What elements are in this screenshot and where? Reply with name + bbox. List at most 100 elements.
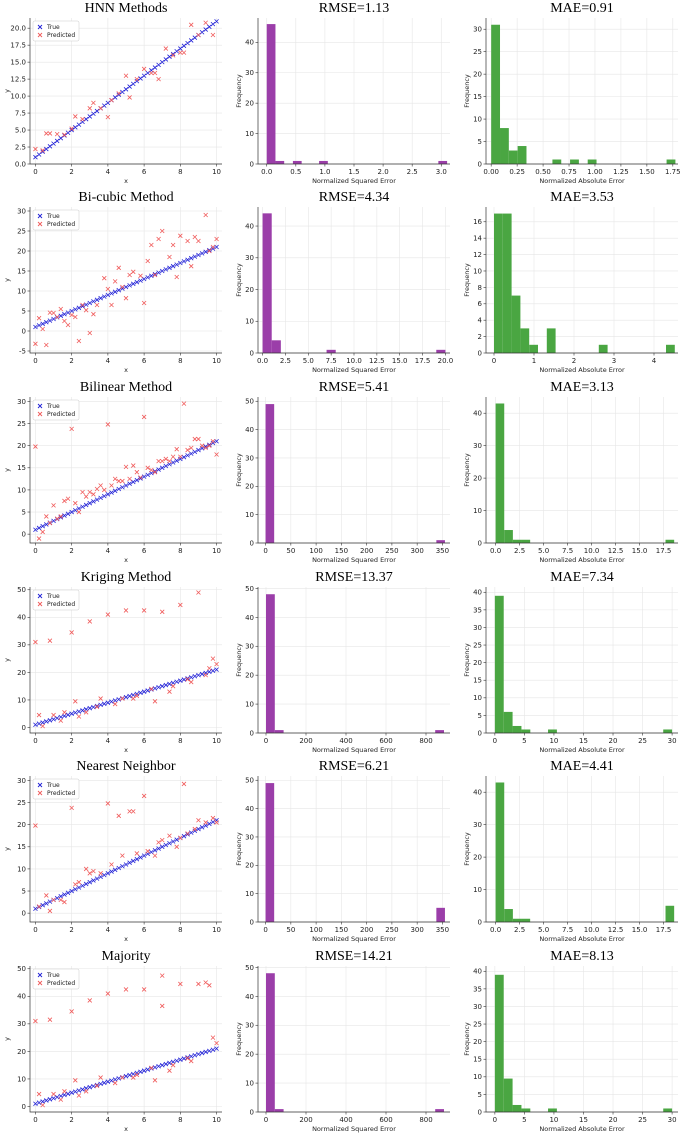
true-point bbox=[188, 830, 194, 835]
true-point bbox=[138, 1069, 143, 1075]
x-tick-label: 200 bbox=[360, 547, 373, 555]
y-tick-label: 30 bbox=[473, 442, 482, 450]
subplot-title: Majority bbox=[102, 949, 151, 964]
predicted-point bbox=[159, 1003, 165, 1009]
y-tick-label: 20 bbox=[245, 483, 254, 491]
predicted-point bbox=[149, 70, 154, 76]
x-tick-label: 0 bbox=[33, 547, 37, 555]
x-tick-label: 3.0 bbox=[436, 168, 447, 176]
predicted-point bbox=[47, 310, 53, 315]
y-tick-label: 16 bbox=[473, 218, 482, 226]
histogram-bar bbox=[570, 159, 579, 164]
x-tick-label: 10 bbox=[212, 737, 221, 745]
x-tick-label: 7.5 bbox=[562, 547, 573, 555]
y-tick-label: 20 bbox=[245, 100, 254, 108]
predicted-point bbox=[98, 871, 103, 876]
predicted-point bbox=[178, 50, 183, 55]
predicted-point bbox=[62, 710, 67, 715]
y-tick-label: 15 bbox=[17, 267, 26, 275]
true-point bbox=[185, 676, 190, 681]
predicted-point bbox=[91, 100, 96, 106]
predicted-point bbox=[69, 426, 74, 432]
true-point bbox=[167, 1060, 172, 1066]
x-tick-label: 4 bbox=[106, 547, 111, 555]
y-tick-label: 15 bbox=[17, 843, 26, 851]
true-point bbox=[188, 1054, 194, 1059]
predicted-point bbox=[185, 831, 190, 836]
true-point bbox=[130, 858, 136, 864]
predicted-point bbox=[178, 835, 183, 841]
predicted-point bbox=[98, 1075, 103, 1080]
true-point bbox=[170, 263, 176, 269]
true-point bbox=[163, 267, 169, 272]
subplot-title: Nearest Neighbor bbox=[76, 759, 175, 774]
predicted-point bbox=[152, 469, 158, 475]
predicted-point bbox=[101, 275, 107, 281]
predicted-point bbox=[196, 817, 201, 823]
x-tick-label: 4 bbox=[106, 168, 111, 176]
true-point bbox=[138, 690, 143, 696]
x-tick-label: 10.0 bbox=[346, 357, 362, 365]
x-tick-label: 1.00 bbox=[587, 168, 603, 176]
y-axis-label: y bbox=[3, 278, 11, 282]
y-axis-label: Frequency bbox=[235, 453, 243, 487]
x-tick-label: 6 bbox=[142, 168, 147, 176]
predicted-point bbox=[181, 401, 187, 406]
true-point bbox=[120, 863, 125, 869]
true-point bbox=[174, 1058, 179, 1064]
y-tick-label: 10 bbox=[245, 318, 254, 326]
y-axis-label: Frequency bbox=[463, 263, 471, 297]
true-point bbox=[65, 310, 71, 315]
subplot-4: 0.0 2.5 5.0 7.5 10.0 12.5 15.0 17.5 20.0 0 10 20 30 4… bbox=[235, 190, 453, 374]
predicted-point bbox=[51, 1091, 56, 1097]
histogram-bar bbox=[511, 295, 521, 353]
true-point bbox=[58, 515, 64, 520]
predicted-point bbox=[112, 701, 118, 707]
true-point bbox=[188, 38, 194, 43]
true-point bbox=[127, 481, 132, 486]
true-point bbox=[178, 1057, 183, 1062]
true-point bbox=[127, 860, 132, 865]
predicted-point bbox=[33, 1018, 38, 1024]
histogram-bar bbox=[271, 340, 281, 353]
predicted-point bbox=[83, 1089, 89, 1094]
histogram-bar bbox=[436, 907, 445, 922]
true-point bbox=[94, 876, 100, 881]
histogram-bar bbox=[265, 783, 275, 922]
true-point bbox=[109, 291, 114, 296]
x-tick-label: 0 bbox=[33, 737, 37, 745]
x-tick-label: 4 bbox=[106, 1116, 111, 1124]
true-point bbox=[170, 680, 176, 686]
predicted-point bbox=[120, 853, 125, 858]
true-point bbox=[36, 152, 42, 157]
legend-true-marker bbox=[37, 972, 43, 978]
legend-true-label: True bbox=[46, 213, 60, 220]
y-tick-label: 5 bbox=[478, 1091, 482, 1099]
legend-predicted-marker bbox=[37, 411, 43, 417]
axis-spine bbox=[485, 776, 678, 923]
predicted-point bbox=[116, 478, 122, 484]
x-tick-label: 4 bbox=[106, 926, 111, 934]
y-tick-label: 20 bbox=[17, 247, 26, 255]
y-tick-label: 15 bbox=[473, 677, 482, 685]
true-point bbox=[174, 679, 179, 685]
true-point bbox=[73, 125, 78, 130]
histogram-bar bbox=[494, 595, 504, 733]
histogram-bar bbox=[504, 530, 513, 543]
true-point bbox=[51, 716, 56, 722]
predicted-point bbox=[116, 813, 122, 819]
x-tick-label: 8 bbox=[178, 1116, 182, 1124]
true-point bbox=[130, 1071, 136, 1077]
y-tick-label: 50 bbox=[245, 585, 254, 593]
x-tick-label: 400 bbox=[339, 737, 352, 745]
predicted-point bbox=[94, 302, 100, 308]
x-tick-label: 2 bbox=[69, 547, 73, 555]
true-point bbox=[123, 1073, 129, 1079]
true-point bbox=[214, 19, 219, 24]
true-point bbox=[80, 708, 85, 713]
predicted-point bbox=[210, 656, 216, 661]
legend-box bbox=[32, 968, 80, 990]
predicted-point bbox=[65, 496, 71, 502]
true-point bbox=[36, 323, 42, 328]
